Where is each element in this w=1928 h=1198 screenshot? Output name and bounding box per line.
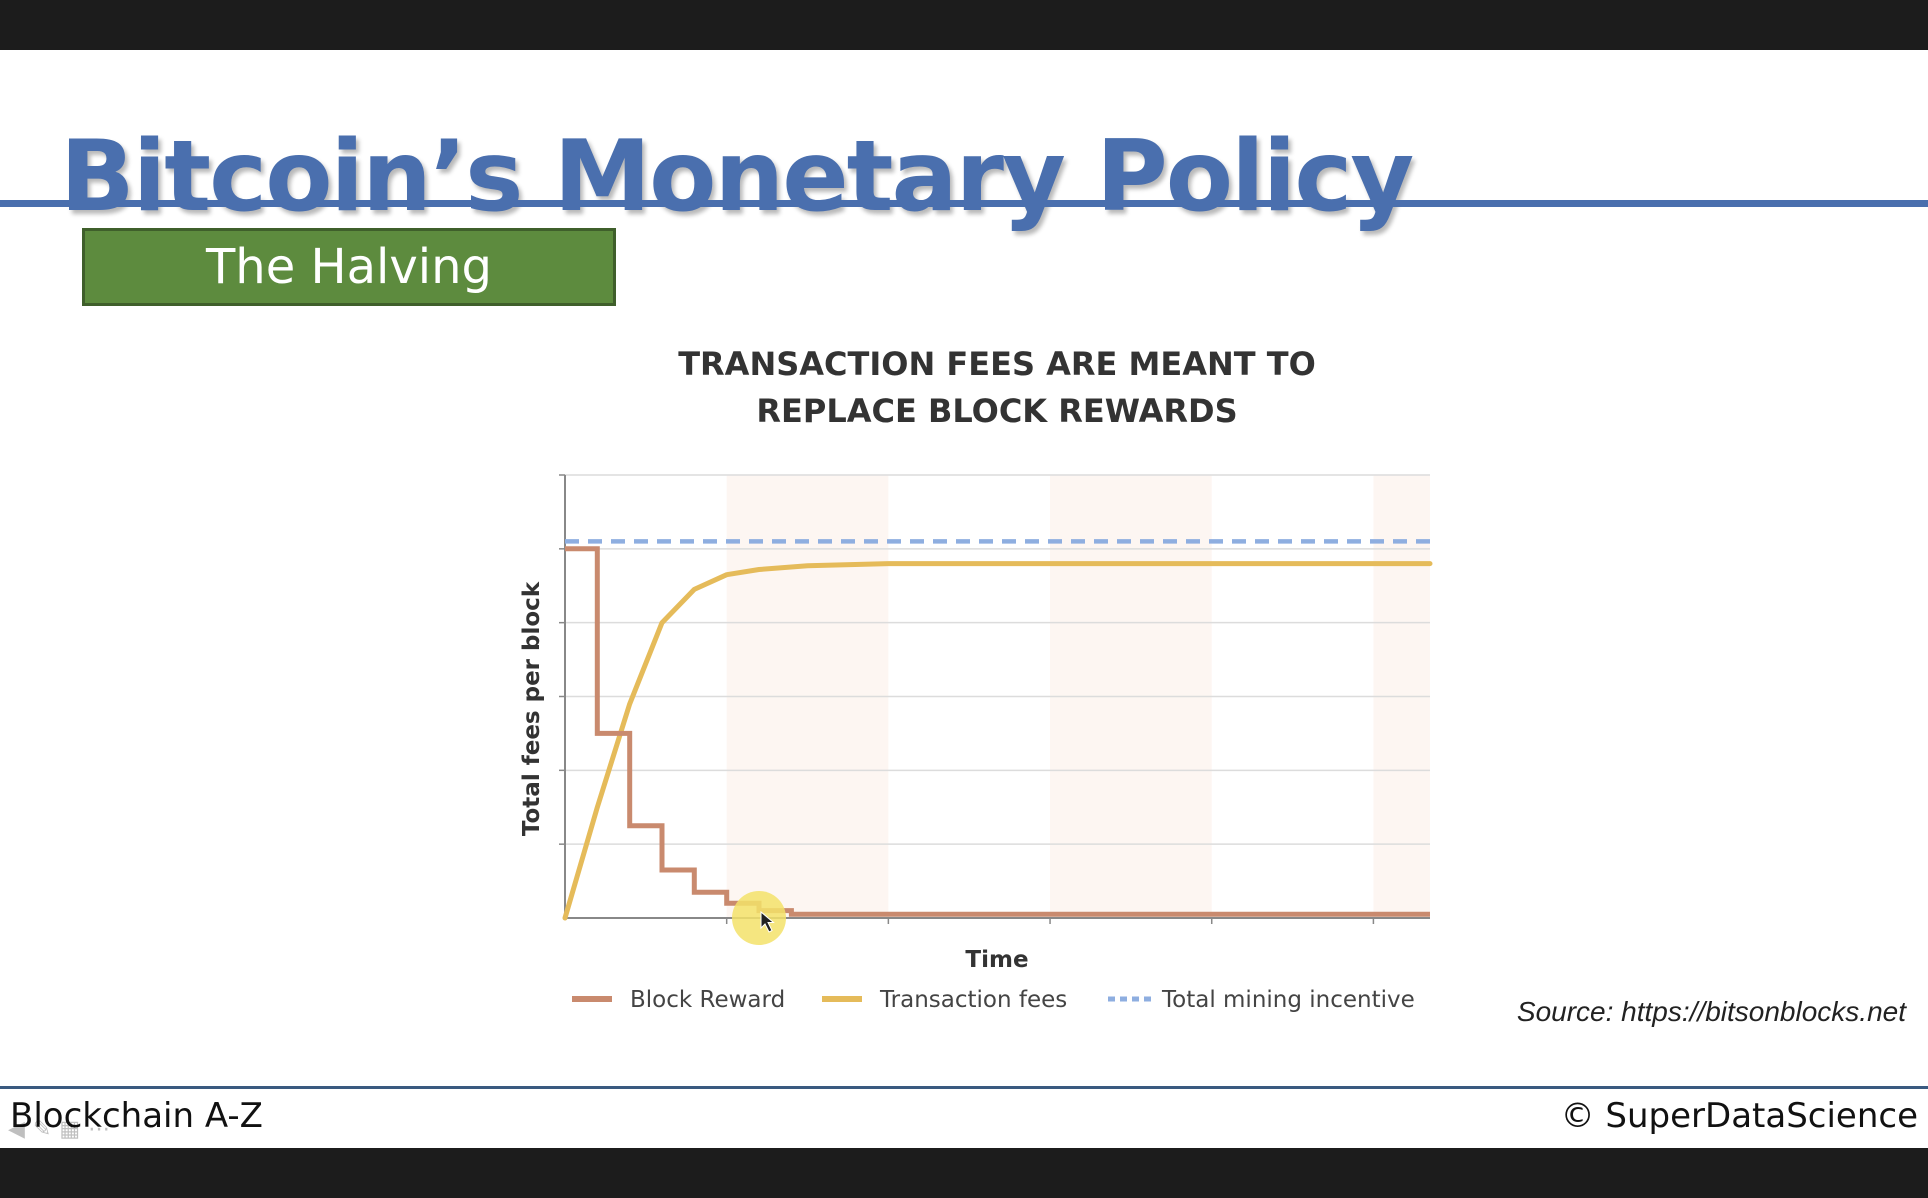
legend-label-transaction-fees: Transaction fees xyxy=(879,987,1067,1013)
cursor-pointer-icon xyxy=(760,910,775,933)
source-citation: Source: https://bitsonblocks.net xyxy=(1516,996,1906,1027)
title-divider xyxy=(0,200,1928,207)
footer-course-name: Blockchain A-Z xyxy=(10,1096,263,1136)
legend-label-block-reward: Block Reward xyxy=(630,987,785,1013)
pen-icon[interactable]: ✎ xyxy=(32,1116,60,1141)
chart-series xyxy=(562,539,1433,945)
section-badge: The Halving xyxy=(82,228,616,306)
chart-title-line-2: REPLACE BLOCK REWARDS xyxy=(756,392,1237,430)
series-line-block-reward xyxy=(565,546,1430,917)
series-line-transaction-fees xyxy=(562,561,1433,921)
footer-copyright: © SuperDataScience xyxy=(1560,1096,1918,1136)
chart: TRANSACTION FEES ARE MEANT TO REPLACE BL… xyxy=(519,345,1433,1013)
grid-icon[interactable]: ▦ xyxy=(59,1116,89,1141)
cursor-highlight xyxy=(732,891,787,945)
y-axis-label: Total fees per block xyxy=(519,581,545,836)
back-icon[interactable]: ◀ xyxy=(8,1116,33,1141)
slide-control-icons[interactable]: ◀✎▦⋯ xyxy=(8,1116,118,1142)
footer-divider xyxy=(0,1086,1928,1089)
legend-label-total-mining-incentive: Total mining incentive xyxy=(1161,987,1415,1013)
slide: Bitcoin’s Monetary Policy The Halving TR… xyxy=(0,50,1928,1148)
x-axis-label: Time xyxy=(965,947,1028,973)
chart-grid xyxy=(565,474,1430,845)
chart-legend: Block Reward Transaction fees Total mini… xyxy=(572,987,1415,1013)
more-icon[interactable]: ⋯ xyxy=(88,1116,119,1141)
page-title: Bitcoin’s Monetary Policy xyxy=(60,120,1414,234)
chart-title-line-1: TRANSACTION FEES ARE MEANT TO xyxy=(678,345,1316,383)
